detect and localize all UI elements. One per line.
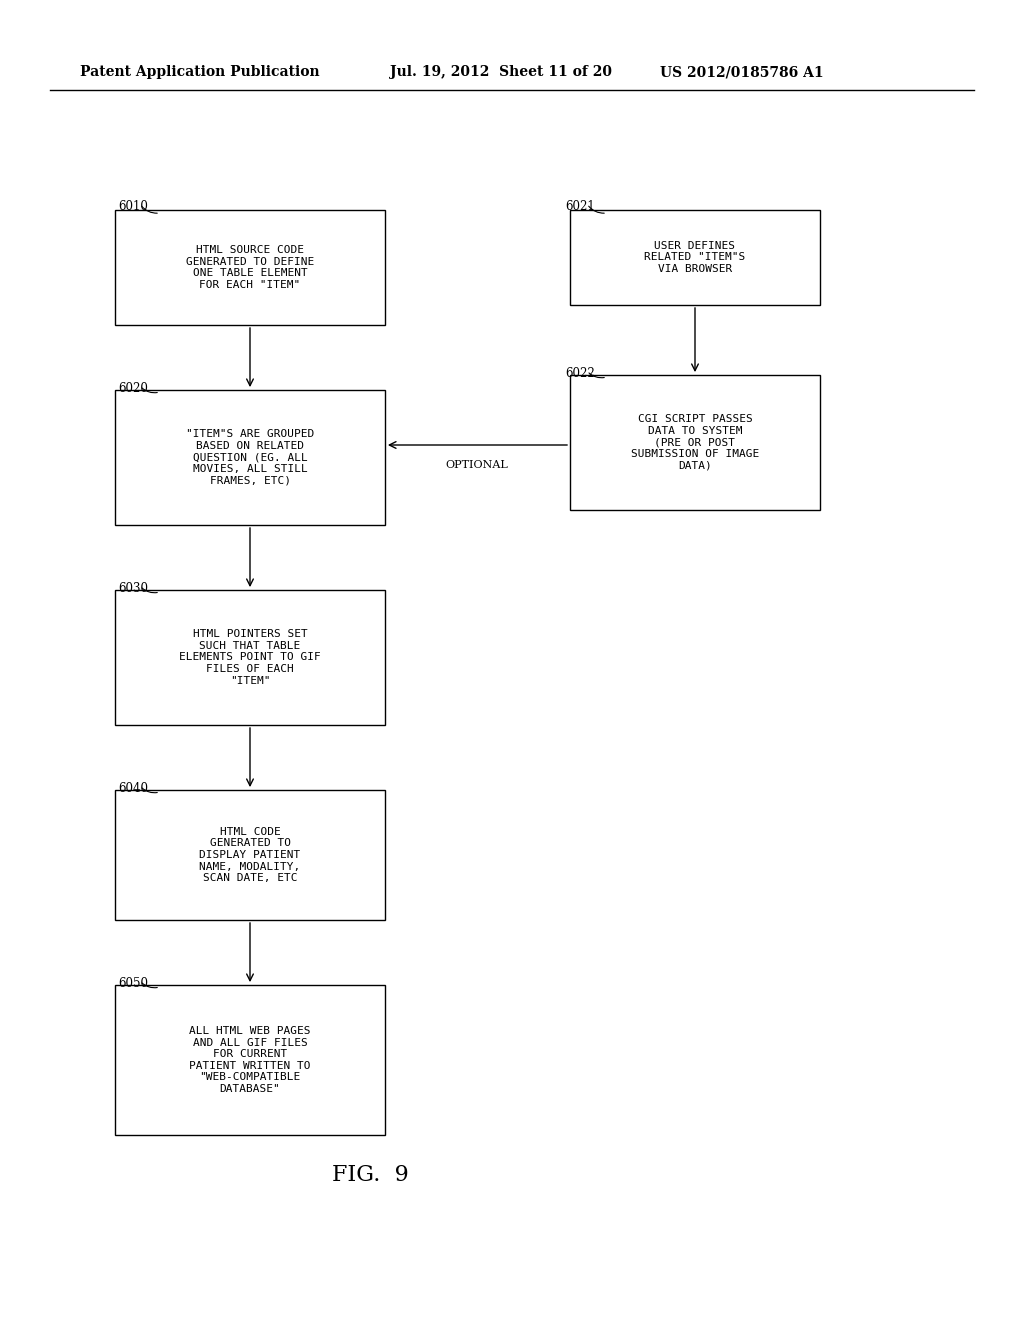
Text: HTML SOURCE CODE
GENERATED TO DEFINE
ONE TABLE ELEMENT
FOR EACH "ITEM": HTML SOURCE CODE GENERATED TO DEFINE ONE… [186, 246, 314, 290]
Text: 6020: 6020 [118, 381, 147, 395]
Text: 6030: 6030 [118, 582, 148, 595]
Bar [115, 590, 385, 725]
Bar [115, 210, 385, 325]
Text: 6040: 6040 [118, 781, 148, 795]
Bar [570, 375, 820, 510]
Text: Jul. 19, 2012  Sheet 11 of 20: Jul. 19, 2012 Sheet 11 of 20 [390, 65, 612, 79]
Text: USER DEFINES
RELATED "ITEM"S
VIA BROWSER: USER DEFINES RELATED "ITEM"S VIA BROWSER [644, 242, 745, 275]
Text: ALL HTML WEB PAGES
AND ALL GIF FILES
FOR CURRENT
PATIENT WRITTEN TO
"WEB-COMPATI: ALL HTML WEB PAGES AND ALL GIF FILES FOR… [189, 1026, 310, 1094]
Bar [570, 210, 820, 305]
Text: FIG.  9: FIG. 9 [332, 1164, 409, 1185]
Bar [115, 389, 385, 525]
Text: "ITEM"S ARE GROUPED
BASED ON RELATED
QUESTION (EG. ALL
MOVIES, ALL STILL
FRAMES,: "ITEM"S ARE GROUPED BASED ON RELATED QUE… [186, 429, 314, 486]
Text: 6010: 6010 [118, 201, 147, 213]
Text: 6050: 6050 [118, 977, 148, 990]
Bar [115, 789, 385, 920]
Text: CGI SCRIPT PASSES
DATA TO SYSTEM
(PRE OR POST
SUBMISSION OF IMAGE
DATA): CGI SCRIPT PASSES DATA TO SYSTEM (PRE OR… [631, 414, 759, 471]
Text: HTML POINTERS SET
SUCH THAT TABLE
ELEMENTS POINT TO GIF
FILES OF EACH
"ITEM": HTML POINTERS SET SUCH THAT TABLE ELEMEN… [179, 630, 321, 685]
Text: 6022: 6022 [565, 367, 595, 380]
Text: 6021: 6021 [565, 201, 595, 213]
Text: OPTIONAL: OPTIONAL [445, 459, 508, 470]
Text: US 2012/0185786 A1: US 2012/0185786 A1 [660, 65, 823, 79]
Bar [115, 985, 385, 1135]
Text: Patent Application Publication: Patent Application Publication [80, 65, 319, 79]
Text: HTML CODE
GENERATED TO
DISPLAY PATIENT
NAME, MODALITY,
SCAN DATE, ETC: HTML CODE GENERATED TO DISPLAY PATIENT N… [200, 826, 301, 883]
